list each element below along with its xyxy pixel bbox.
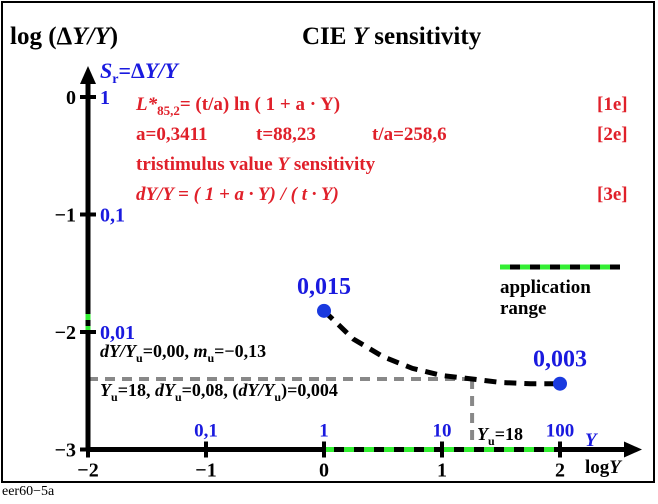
x-tick-label: 1 — [437, 460, 447, 482]
x-tick-label: 2 — [555, 460, 565, 482]
application-label-line1: application — [500, 277, 591, 298]
y-axis-arrowhead — [80, 66, 96, 84]
y-value-tick-label: 0,1 — [194, 421, 218, 442]
y-axis-label: log (ΔY/Y) — [10, 23, 118, 50]
x-tick-label: −2 — [77, 460, 98, 482]
y-unit-label: Y — [585, 430, 599, 451]
chart-title: CIE Y sensitivity — [302, 23, 482, 50]
threshold-guides — [88, 377, 475, 450]
formula-line-1: L*85,2= (t/a) ln ( 1 + a · Y) — [135, 94, 340, 118]
sr-axis-label: Sr=ΔY/Y — [100, 58, 180, 87]
y-tick-label: 0 — [66, 87, 76, 109]
axes: 0−1−2−310,10,01−2 −1 0 1 20,1 1 10 100 — [55, 66, 642, 482]
formula-block: L*85,2= (t/a) ln ( 1 + a · Y) [1e] a=0,3… — [135, 94, 628, 205]
sr-tick-label: 1 — [100, 87, 110, 109]
threshold-annotation-2: Yu=18, dYu=0,08, (dY/Yu)=0,004 — [100, 380, 338, 404]
plot-frame — [1, 1, 655, 483]
y-tick-label: −3 — [55, 440, 76, 462]
y-tick-label: −2 — [55, 322, 76, 344]
y-tick-label: −1 — [55, 205, 76, 227]
x-tick-label: −1 — [195, 460, 216, 482]
x-tick-label: 0 — [319, 460, 329, 482]
curve-endpoint-label: 0,003 — [533, 347, 587, 373]
threshold-annotation-1: dY/Yu=0,00, mu=−0,13 — [100, 341, 266, 365]
yu-annotation: Yu=18 — [477, 424, 523, 448]
y-value-tick-label: 100 — [546, 421, 575, 442]
x-axis-label: logY — [585, 457, 623, 478]
formula-tag-1e: [1e] — [597, 94, 628, 115]
application-range-legend: application range — [500, 264, 620, 319]
formula-line-4: dY/Y = ( 1 + a · Y) / ( t · Y) — [136, 184, 339, 205]
x-axis-arrowhead — [624, 441, 642, 458]
figure-code: eer60−5a — [2, 484, 55, 499]
data-marks: 0,015 0,003 — [297, 274, 587, 391]
sr-tick-label: 0,1 — [100, 205, 125, 227]
formula-tag-3e: [3e] — [597, 184, 628, 205]
application-label-line2: range — [500, 298, 546, 319]
y-value-tick-label: 10 — [433, 421, 452, 442]
formula-line-3: tristimulus value Y sensitivity — [136, 154, 376, 175]
curve-endpoint-label: 0,015 — [297, 274, 351, 300]
sr-tick-label: 0,01 — [100, 322, 135, 344]
curve-endpoint — [317, 303, 331, 318]
y-value-tick-label: 1 — [319, 421, 329, 442]
formula-tag-2e: [2e] — [597, 124, 628, 145]
curve-endpoint — [553, 376, 567, 391]
formula-line-2: a=0,3411 t=88,23 t/a=258,6 — [136, 124, 447, 145]
